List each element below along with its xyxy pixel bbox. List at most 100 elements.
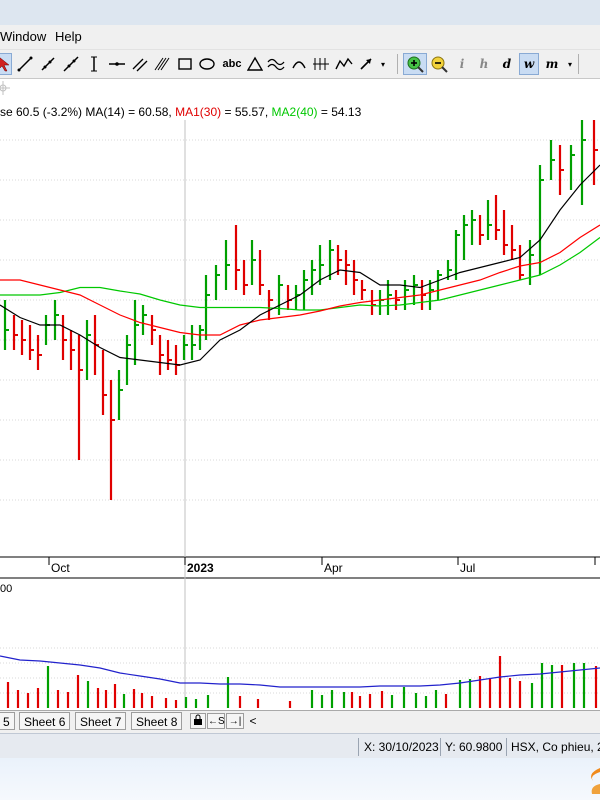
price-bar <box>302 270 308 310</box>
menu-window[interactable]: Window <box>0 29 47 44</box>
price-chart[interactable]: Oct 2023 Apr Jul 00 <box>0 120 600 710</box>
x-tick-label-oct: Oct <box>51 561 70 575</box>
arc-tool-icon[interactable] <box>289 53 309 75</box>
price-bar <box>478 215 484 245</box>
time-cycles-tool-icon[interactable] <box>311 53 331 75</box>
price-bar <box>36 335 42 370</box>
price-bar <box>20 320 26 355</box>
toolbar-overflow-icon[interactable]: ▾ <box>380 59 385 69</box>
indicator-legend: se 60.5 (-3.2%) MA(14) = 60.58, MA1(30) … <box>0 105 361 119</box>
menu-help[interactable]: Help <box>55 29 82 44</box>
pointer-tool-icon[interactable] <box>0 53 12 75</box>
price-bar <box>518 245 524 280</box>
toolbar-separator <box>397 54 398 74</box>
triangle-tool-icon[interactable] <box>245 53 265 75</box>
price-bar <box>370 290 376 315</box>
price-bar <box>580 120 586 205</box>
price-bar <box>125 335 131 385</box>
price-bar <box>486 200 492 240</box>
ma1-value: = 55.57, <box>221 105 269 119</box>
price-bar <box>549 140 555 180</box>
ma14-line <box>0 164 600 366</box>
price-bar <box>174 345 180 375</box>
x-axis: Oct 2023 Apr Jul <box>48 557 596 575</box>
intraday-button[interactable]: i <box>459 57 465 71</box>
ma2-label: MA2(40) <box>271 105 318 119</box>
price-bar <box>336 245 342 275</box>
ellipse-tool-icon[interactable] <box>197 53 217 75</box>
drawing-toolbar: abc ▾ i h d w m ▾ <box>0 50 600 79</box>
price-bar <box>294 285 300 310</box>
extended-line-tool-icon[interactable] <box>61 53 81 75</box>
price-bar <box>28 325 34 360</box>
price-bar <box>158 335 164 375</box>
price-bar <box>53 300 59 340</box>
text-tool-icon[interactable]: abc <box>222 58 242 70</box>
price-bar <box>454 230 460 280</box>
ray-tool-icon[interactable] <box>38 53 58 75</box>
arrow-tool-icon[interactable] <box>356 53 376 75</box>
price-bar <box>420 280 426 310</box>
lock-icon[interactable] <box>190 713 206 729</box>
price-bar <box>224 240 230 290</box>
price-bar <box>462 215 468 260</box>
zoom-out-icon[interactable] <box>428 53 450 75</box>
price-bar <box>141 305 147 335</box>
price-bar <box>502 210 508 255</box>
channel-tool-icon[interactable] <box>152 53 172 75</box>
toolbar-separator-2 <box>578 54 579 74</box>
status-bar: X: 30/10/2023 Y: 60.9800 HSX, Co phieu, … <box>0 733 600 759</box>
vertical-line-tool-icon[interactable] <box>84 53 104 75</box>
sheet-tab-5[interactable]: 5 <box>0 712 15 730</box>
price-bar <box>133 300 139 365</box>
price-bar <box>214 265 220 300</box>
price-bar <box>310 260 316 295</box>
price-bar <box>538 165 544 275</box>
price-bar <box>436 270 442 300</box>
weekly-button[interactable]: w <box>519 53 539 75</box>
price-bar <box>558 145 564 195</box>
price-bar <box>328 240 334 280</box>
sheet-nav-last[interactable]: →| <box>226 713 244 729</box>
price-bar <box>117 370 123 420</box>
exchange-readout: HSX, Co phieu, 2 <box>511 740 600 754</box>
price-bar <box>250 240 256 285</box>
price-bar <box>77 335 83 460</box>
ma1-label: MA1(30) <box>175 105 222 119</box>
zoom-in-icon[interactable] <box>403 53 427 75</box>
rectangle-tool-icon[interactable] <box>175 53 195 75</box>
zigzag-tool-icon[interactable] <box>334 53 354 75</box>
price-bar <box>318 245 324 285</box>
title-bar <box>0 0 600 25</box>
sheet-tab-6[interactable]: Sheet 6 <box>19 712 71 730</box>
wave-tool-icon[interactable] <box>266 53 286 75</box>
sheet-nav-first[interactable]: ←S <box>207 713 225 729</box>
menu-bar: Window Help <box>0 25 600 50</box>
price-bar <box>360 280 366 300</box>
price-bar <box>352 260 358 295</box>
x-tick-label-jul: Jul <box>460 561 475 575</box>
chart-grid <box>0 139 600 694</box>
sheet-tab-8[interactable]: Sheet 8 <box>131 712 183 730</box>
sheet-tab-7[interactable]: Sheet 7 <box>75 712 127 730</box>
hourly-button[interactable]: h <box>479 57 489 71</box>
price-bar <box>569 145 575 190</box>
toolbar-overflow-icon-2[interactable]: ▾ <box>567 59 572 69</box>
monthly-button[interactable]: m <box>545 57 559 71</box>
horizontal-line-tool-icon[interactable] <box>107 53 127 75</box>
price-bar <box>182 335 188 360</box>
sheet-nav-prev[interactable]: < <box>249 714 257 728</box>
price-bar <box>470 210 476 245</box>
price-bar <box>234 225 240 290</box>
price-bar <box>378 290 384 315</box>
volume-ma-line <box>0 655 600 688</box>
daily-button[interactable]: d <box>502 57 512 71</box>
app-logo-icon <box>591 768 600 794</box>
line-tool-icon[interactable] <box>15 53 35 75</box>
price-bar <box>386 280 392 315</box>
parallel-lines-tool-icon[interactable] <box>130 53 150 75</box>
price-bar <box>428 280 434 310</box>
price-bar <box>3 300 9 350</box>
sheet-tab-bar: 5 Sheet 6 Sheet 7 Sheet 8 ←S →| < <box>0 710 600 733</box>
status-separator <box>506 738 507 756</box>
